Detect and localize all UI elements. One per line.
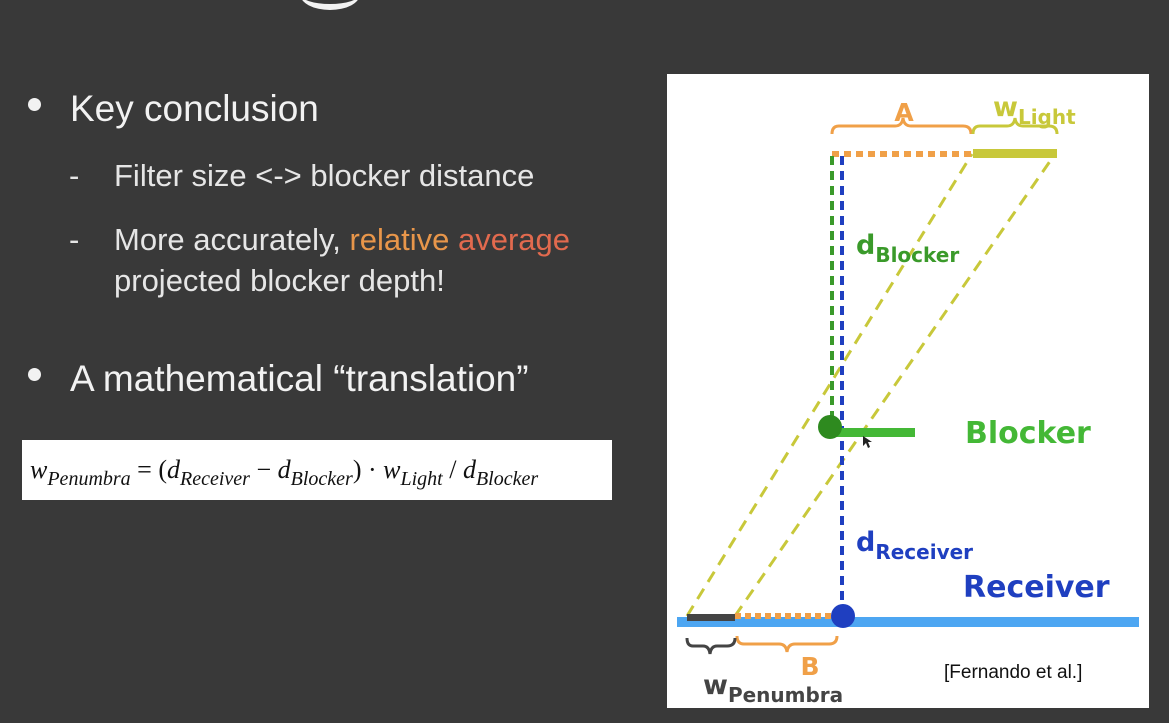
light-source-segment <box>973 149 1057 158</box>
brace-a <box>830 117 973 135</box>
formula-box: wPenumbra = (dReceiver − dBlocker) · wLi… <box>22 440 612 500</box>
penumbra-segment <box>687 614 735 621</box>
brace-light <box>971 117 1059 135</box>
bullet-text: A mathematical “translation” <box>70 358 529 399</box>
pcss-diagram: A wLight dBlocker Blocker dReceiver Rece… <box>677 92 1139 707</box>
receiver-point <box>831 604 855 628</box>
projection-line-2 <box>733 153 1057 617</box>
projection-line-1 <box>685 153 974 617</box>
highlight-average: average <box>449 222 571 257</box>
title-fragment <box>300 0 360 10</box>
label-receiver: Receiver <box>963 570 1110 605</box>
penumbra-formula: wPenumbra = (dReceiver − dBlocker) · wLi… <box>30 455 538 490</box>
blocker-point <box>818 415 842 439</box>
bullet-math-translation: A mathematical “translation” <box>28 358 529 399</box>
highlight-relative: relative <box>349 222 450 257</box>
sub-bullet-line2: projected blocker depth! <box>114 263 445 298</box>
label-blocker: Blocker <box>965 416 1091 451</box>
brace-penumbra <box>685 637 737 655</box>
dash-icon: - <box>69 158 80 193</box>
label-a: A <box>894 98 914 127</box>
brace-b <box>735 635 839 653</box>
sub-bullet-text: Filter size <-> blocker distance <box>114 158 535 193</box>
bullet-dot-icon <box>28 368 41 381</box>
pcss-diagram-panel: A wLight dBlocker Blocker dReceiver Rece… <box>667 74 1149 708</box>
cursor-icon <box>863 436 872 448</box>
sub-bullet-prefix: More accurately, <box>114 222 350 257</box>
label-b: B <box>800 652 819 681</box>
label-d-blocker: dBlocker <box>856 230 959 267</box>
formula-text: wPenumbra = (dReceiver − dBlocker) · wLi… <box>30 455 538 490</box>
label-w-light: wLight <box>993 92 1076 129</box>
label-w-penumbra: wPenumbra <box>703 670 843 707</box>
receiver-line <box>677 617 1139 627</box>
blocker-bar <box>835 428 915 437</box>
bullet-dot-icon <box>28 98 41 111</box>
sub-bullet-more-accurately: - More accurately, relative average proj… <box>69 219 571 301</box>
label-d-receiver: dReceiver <box>856 527 973 564</box>
bullet-text: Key conclusion <box>70 88 319 129</box>
citation: [Fernando et al.] <box>944 662 1083 683</box>
bullet-key-conclusion: Key conclusion <box>28 88 319 129</box>
sub-bullet-filter-size: - Filter size <-> blocker distance <box>69 155 535 196</box>
dash-icon: - <box>69 222 80 257</box>
